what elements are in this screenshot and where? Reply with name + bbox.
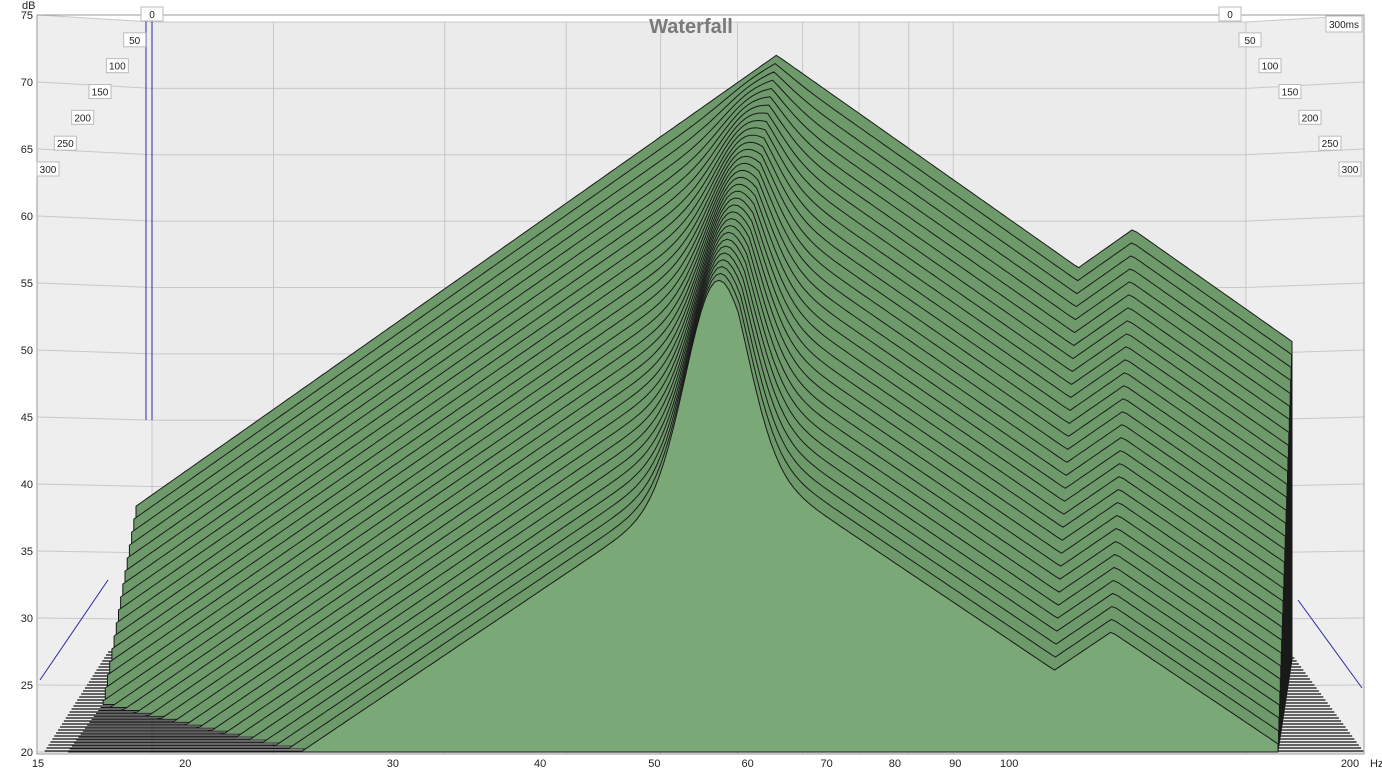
chart-title: Waterfall	[649, 16, 733, 38]
left-wall	[37, 15, 152, 754]
z-tick-label: 200	[74, 113, 91, 124]
x-tick-label: 200	[1341, 758, 1359, 770]
y-tick-label: 20	[21, 747, 33, 759]
z-tick-label: 0	[149, 10, 155, 21]
y-tick-label: 60	[21, 211, 33, 223]
y-tick-label: 35	[21, 546, 33, 558]
y-tick-label: 40	[21, 479, 33, 491]
x-tick-label: 70	[820, 758, 832, 770]
z-range-label: 300ms	[1329, 20, 1359, 31]
y-tick-label: 25	[21, 680, 33, 692]
z-tick-label: 150	[92, 88, 109, 99]
z-tick-label: 250	[1322, 139, 1339, 150]
y-unit-label: dB	[22, 0, 35, 12]
y-tick-label: 70	[21, 77, 33, 89]
y-tick-label: 30	[21, 613, 33, 625]
y-tick-label: 55	[21, 278, 33, 290]
x-tick-label: 15	[32, 758, 44, 770]
y-tick-label: 65	[21, 144, 33, 156]
x-unit-label: Hz	[1370, 758, 1382, 770]
x-tick-label: 80	[889, 758, 901, 770]
z-tick-label: 300	[40, 165, 57, 176]
cursor-lines	[39, 16, 1363, 689]
x-tick-label: 30	[387, 758, 399, 770]
z-tick-label: 50	[129, 36, 141, 47]
z-tick-label: 50	[1244, 36, 1256, 47]
waterfall-slice	[68, 279, 1279, 753]
x-tick-label: 90	[949, 758, 961, 770]
x-tick-label: 60	[742, 758, 754, 770]
z-tick-label: 0	[1227, 10, 1233, 21]
y-tick-label: 45	[21, 412, 33, 424]
y-tick-label: 75	[21, 10, 33, 22]
waterfall-slices	[68, 54, 1293, 753]
z-tick-label: 150	[1282, 88, 1299, 99]
z-tick-label: 200	[1302, 113, 1319, 124]
x-tick-label: 50	[648, 758, 660, 770]
z-tick-label: 300	[1342, 165, 1359, 176]
y-tick-label: 50	[21, 345, 33, 357]
x-tick-label: 40	[534, 758, 546, 770]
x-tick-label: 20	[179, 758, 191, 770]
z-tick-label: 100	[109, 62, 126, 73]
z-tick-label: 100	[1262, 62, 1279, 73]
x-tick-label: 100	[1000, 758, 1018, 770]
z-tick-label: 250	[57, 139, 74, 150]
